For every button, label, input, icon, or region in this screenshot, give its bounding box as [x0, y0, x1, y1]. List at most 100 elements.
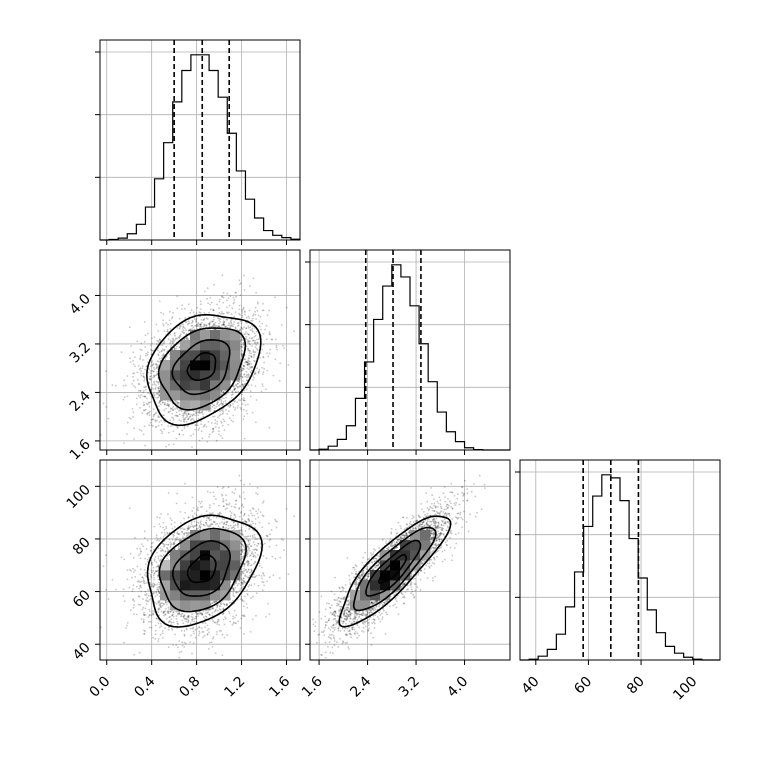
density-cell	[160, 390, 171, 401]
scatter-point	[197, 414, 200, 417]
scatter-point	[250, 570, 253, 572]
scatter-point	[217, 416, 219, 418]
scatter-point	[434, 506, 437, 509]
scatter-point	[246, 361, 248, 364]
scatter-point	[442, 492, 445, 495]
scatter-point	[420, 525, 422, 528]
scatter-point	[313, 630, 316, 633]
scatter-point	[158, 604, 161, 607]
scatter-point	[232, 622, 235, 625]
scatter-point	[439, 514, 442, 516]
scatter-point	[146, 597, 149, 599]
scatter-point	[373, 619, 376, 621]
scatter-point	[370, 607, 373, 610]
scatter-point	[170, 408, 173, 411]
scatter-point	[151, 418, 154, 421]
scatter-point	[219, 605, 222, 607]
density-cell	[170, 550, 181, 561]
scatter-point	[254, 372, 257, 375]
scatter-point	[222, 391, 225, 394]
scatter-point	[140, 394, 142, 396]
scatter-point	[185, 532, 188, 534]
scatter-point	[158, 523, 161, 525]
scatter-point	[178, 419, 181, 421]
scatter-point	[243, 483, 246, 486]
scatter-point	[450, 482, 453, 485]
scatter-point	[229, 404, 232, 407]
scatter-point	[134, 569, 136, 572]
scatter-point	[437, 525, 439, 527]
scatter-point	[159, 525, 162, 528]
scatter-point	[220, 435, 222, 437]
scatter-point	[195, 621, 198, 623]
scatter-point	[285, 508, 288, 510]
scatter-point	[247, 514, 250, 517]
scatter-point	[232, 385, 235, 388]
scatter-point	[157, 565, 160, 568]
scatter-point	[241, 376, 244, 379]
scatter-point	[214, 419, 217, 421]
scatter-point	[257, 302, 259, 305]
scatter-point	[139, 367, 142, 370]
scatter-point	[204, 615, 207, 618]
scatter-point	[163, 603, 165, 606]
scatter-point	[248, 368, 250, 371]
scatter-point	[259, 565, 261, 567]
scatter-point	[248, 550, 251, 552]
scatter-point	[430, 520, 433, 523]
scatter-point	[356, 614, 358, 617]
scatter-point	[229, 524, 232, 527]
scatter-point	[150, 626, 153, 629]
scatter-point	[132, 376, 135, 378]
scatter-point	[247, 560, 250, 563]
scatter-point	[359, 576, 362, 578]
scatter-point	[169, 620, 172, 623]
scatter-point	[252, 330, 254, 333]
scatter-point	[248, 340, 251, 343]
density-cell	[180, 560, 191, 571]
scatter-point	[234, 622, 237, 624]
scatter-point	[252, 541, 255, 544]
scatter-point	[152, 569, 155, 572]
scatter-point	[333, 614, 335, 617]
scatter-point	[440, 546, 442, 549]
scatter-point	[182, 537, 184, 540]
scatter-point	[242, 341, 245, 344]
scatter-point	[192, 507, 195, 509]
scatter-point	[211, 607, 214, 609]
density-cell	[200, 530, 211, 541]
scatter-point	[242, 581, 245, 584]
scatter-point	[405, 533, 408, 535]
scatter-point	[244, 404, 247, 406]
scatter-point	[198, 525, 201, 528]
scatter-point	[437, 549, 440, 552]
scatter-point	[243, 365, 246, 367]
scatter-point	[225, 318, 228, 321]
scatter-point	[186, 337, 189, 339]
scatter-point	[128, 507, 131, 510]
scatter-point	[178, 433, 181, 435]
scatter-point	[157, 564, 160, 567]
scatter-point	[151, 571, 153, 574]
scatter-point	[255, 318, 257, 320]
scatter-point	[279, 362, 282, 365]
scatter-point	[218, 404, 220, 407]
scatter-point	[153, 591, 156, 594]
scatter-point	[443, 486, 446, 488]
scatter-point	[325, 602, 328, 605]
scatter-point	[177, 623, 180, 625]
scatter-point	[183, 616, 185, 619]
scatter-point	[232, 594, 235, 597]
scatter-point	[248, 528, 251, 531]
scatter-point	[220, 409, 223, 412]
scatter-point	[218, 608, 221, 610]
scatter-point	[185, 618, 188, 621]
scatter-point	[212, 637, 214, 640]
scatter-point	[181, 451, 183, 453]
scatter-point	[176, 622, 179, 625]
scatter-point	[166, 330, 169, 333]
scatter-point	[346, 606, 349, 609]
scatter-point	[207, 525, 210, 528]
scatter-point	[154, 363, 157, 366]
scatter-point	[149, 620, 152, 623]
